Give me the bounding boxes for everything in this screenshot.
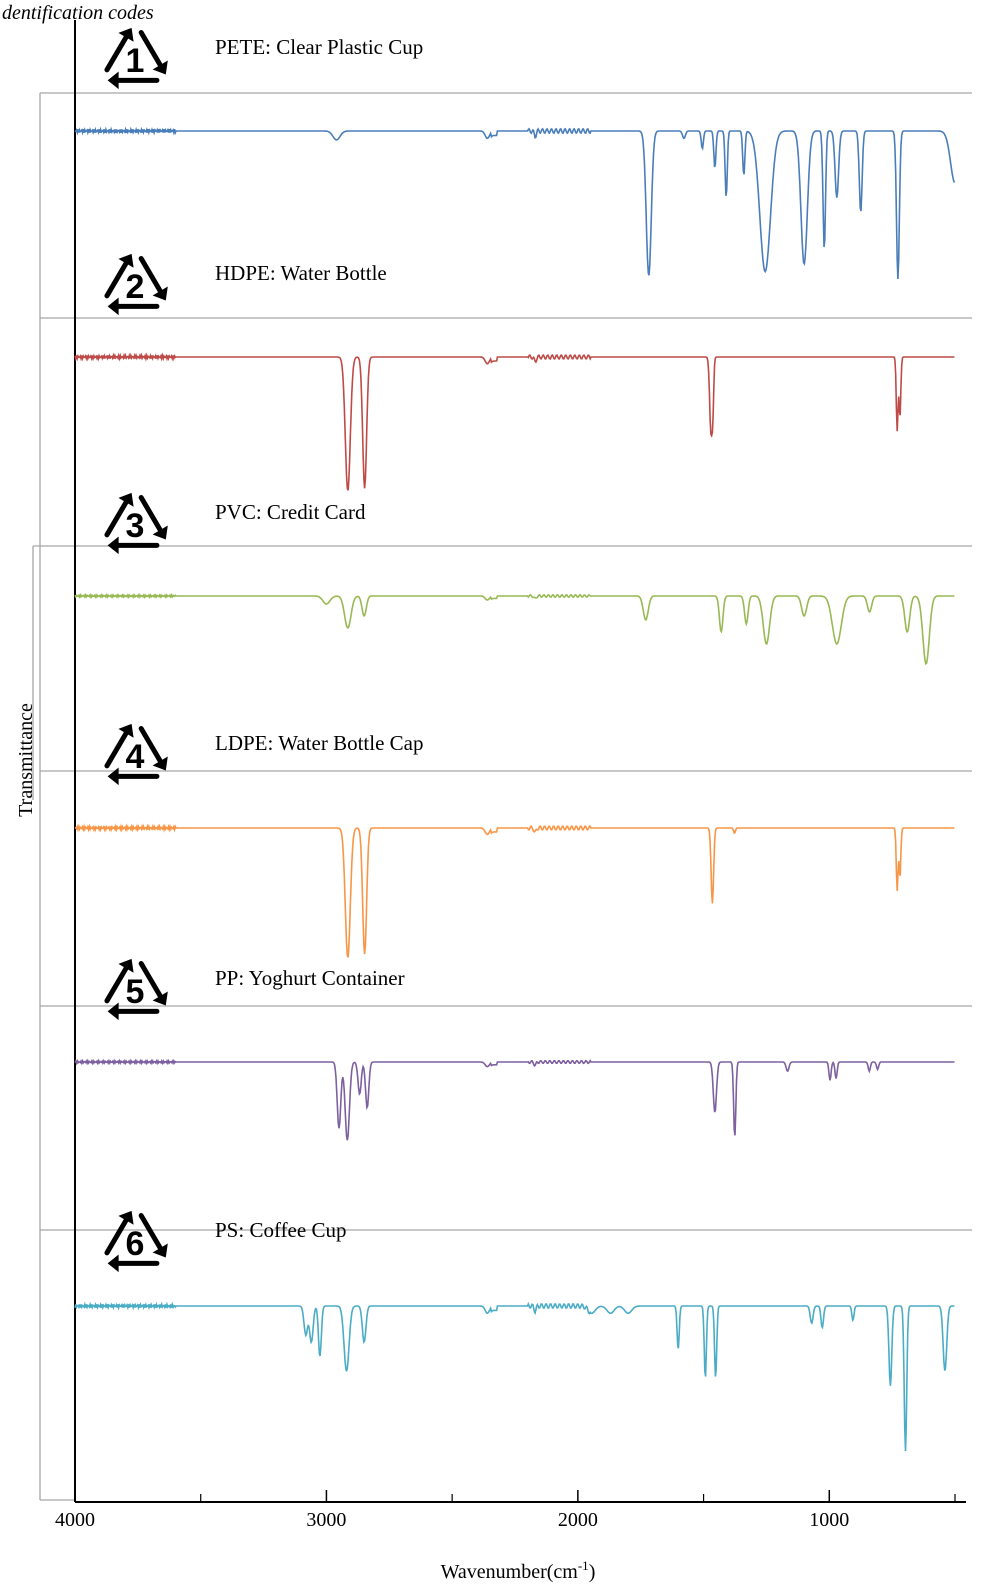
recycle-arrow-segment [104,258,130,299]
recycle-arrow-segment [104,497,130,538]
recycle-arrow-segment [138,960,165,1001]
x-axis-title-sup: -1 [578,1558,589,1573]
spectrum-panel-4: 4 LDPE: Water Bottle Cap [74,723,955,958]
recycle-arrowhead [118,723,134,738]
recycle-arrowhead [107,1254,119,1273]
x-tick-label: 3000 [306,1509,346,1531]
recycle-arrow-segment [138,494,165,535]
resin-code-icon: 1 [104,27,168,90]
resin-code-number: 2 [126,268,145,306]
x-tick-label: 2000 [558,1509,598,1531]
spectrum-line [74,592,955,666]
spectrum-panel-6: 6 PS: Coffee Cup [74,1210,955,1452]
x-axis-title-close: ) [589,1561,596,1583]
recycle-arrowhead [118,27,134,42]
panel-frame [32,92,972,1501]
spectrum-panel-2: 2 HDPE: Water Bottle [74,253,955,491]
sample-label: PP: Yoghurt Container [215,966,405,990]
recycle-arrowhead [107,536,119,555]
spectrum-panel-5: 5 PP: Yoghurt Container [74,958,955,1141]
figure-caption: dentification codes [2,2,154,24]
sample-label: PS: Coffee Cup [215,1218,346,1242]
sample-label: PVC: Credit Card [215,500,366,524]
resin-code-icon: 4 [104,723,168,786]
x-axis-title: Wavenumber(cm-1) [441,1558,596,1583]
resin-code-number: 1 [126,42,145,80]
sample-label: PETE: Clear Plastic Cup [215,35,423,59]
recycle-arrowhead [118,1210,134,1225]
sample-label: LDPE: Water Bottle Cap [215,731,423,755]
resin-code-icon: 2 [104,253,168,316]
recycle-arrow-segment [138,725,165,766]
recycle-arrowhead [118,253,134,268]
recycle-arrow-segment [104,1215,130,1256]
spectrum-panel-1: 1 PETE: Clear Plastic Cup [74,27,956,280]
recycle-arrowhead [152,60,168,75]
recycle-arrowhead [118,958,134,973]
recycle-arrow-segment [138,1212,165,1253]
spectrum-line [74,1301,955,1452]
resin-code-number: 5 [126,973,145,1011]
y-axis-title: Transmittance [15,703,37,817]
resin-code-icon: 5 [104,958,168,1021]
x-axis-ticks: 4000 3000 2000 1000 [55,1490,956,1531]
resin-code-icon: 3 [104,492,168,555]
x-tick-label: 1000 [809,1509,849,1531]
recycle-arrowhead [107,297,119,316]
recycle-arrow-segment [138,255,165,296]
spectrum-panel-3: 3 PVC: Credit Card [74,492,955,666]
recycle-arrowhead [152,991,168,1006]
spectrum-line [74,1058,955,1141]
recycle-arrow-segment [104,32,130,73]
x-axis-title-main: Wavenumber(cm [441,1561,579,1583]
recycle-arrowhead [152,1243,168,1258]
spectrum-line [74,352,955,491]
resin-code-icon: 6 [104,1210,168,1273]
spectrum-line [74,823,955,958]
sample-label: HDPE: Water Bottle [215,261,387,285]
spectra-panels: 1 PETE: Clear Plastic Cup 2 HDPE: Water Bot… [74,27,956,1452]
resin-code-number: 4 [126,738,145,776]
recycle-arrowhead [152,525,168,540]
x-tick-label: 4000 [55,1509,95,1531]
recycle-arrow-segment [104,963,130,1004]
resin-code-number: 3 [126,507,145,545]
recycle-arrowhead [118,492,134,507]
recycle-arrowhead [152,756,168,771]
recycle-arrow-segment [104,728,130,769]
resin-code-number: 6 [126,1225,145,1263]
recycle-arrowhead [107,767,119,786]
recycle-arrowhead [152,286,168,301]
spectrum-line [74,126,956,280]
recycle-arrowhead [107,71,119,90]
recycle-arrow-segment [138,29,165,70]
recycle-arrowhead [107,1002,119,1021]
